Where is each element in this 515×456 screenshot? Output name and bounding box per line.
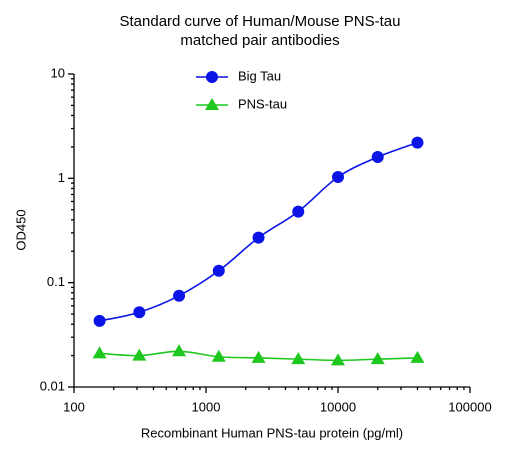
legend-marker — [205, 98, 219, 110]
legend-label: Big Tau — [238, 68, 281, 83]
x-tick-label: 100 — [63, 399, 85, 414]
legend-label: PNS-tau — [238, 96, 287, 111]
y-tick-label: 0.01 — [40, 378, 65, 393]
circle-marker — [411, 136, 424, 149]
circle-marker — [93, 314, 106, 327]
triangle-marker — [132, 348, 147, 361]
triangle-marker — [291, 352, 306, 365]
y-axis-label: OD450 — [13, 209, 28, 250]
y-tick-label: 0.1 — [47, 274, 65, 289]
circle-marker — [212, 264, 225, 277]
triangle-marker — [251, 350, 266, 363]
triangle-marker — [370, 352, 385, 365]
x-tick-label: 10000 — [320, 399, 356, 414]
y-tick-label: 1 — [58, 170, 65, 185]
triangle-marker — [410, 350, 425, 363]
circle-marker — [292, 205, 305, 218]
x-axis-label: Recombinant Human PNS-tau protein (pg/ml… — [141, 425, 403, 440]
triangle-marker — [172, 344, 187, 357]
triangle-marker — [92, 346, 107, 359]
circle-marker — [252, 231, 265, 244]
circle-marker — [173, 289, 186, 302]
chart-title: matched pair antibodies — [180, 32, 339, 49]
triangle-marker — [211, 349, 226, 362]
y-tick-label: 10 — [51, 65, 65, 80]
circle-marker — [371, 151, 384, 164]
chart-title: Standard curve of Human/Mouse PNS-tau — [120, 13, 401, 30]
x-tick-label: 100000 — [448, 399, 491, 414]
triangle-marker — [331, 353, 345, 366]
x-tick-label: 1000 — [192, 399, 221, 414]
circle-marker — [332, 170, 344, 183]
legend-marker — [206, 71, 218, 83]
circle-marker — [133, 306, 146, 319]
